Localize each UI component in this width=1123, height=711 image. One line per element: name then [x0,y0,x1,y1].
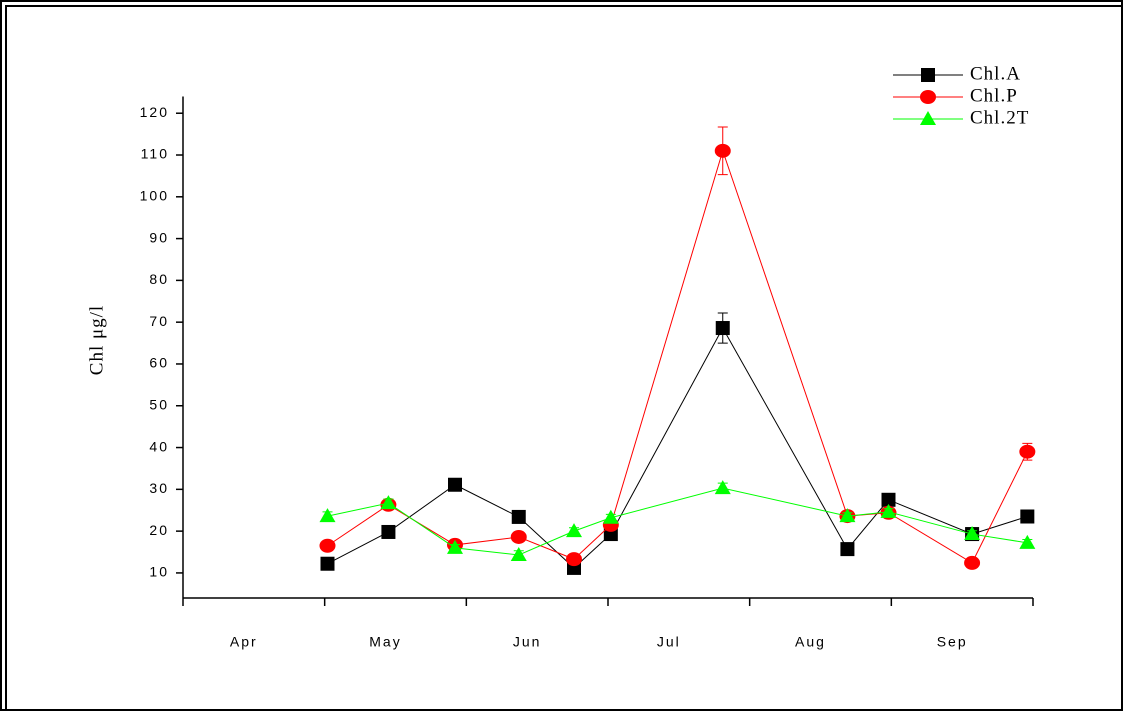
x-category-label: Apr [230,634,258,650]
marker-triangle [510,546,527,561]
marker-circle [510,529,527,544]
legend-marker [920,111,936,125]
marker-triangle [880,503,897,518]
y-tick-label: 20 [149,522,169,538]
marker-square [381,524,396,539]
y-tick-label: 120 [140,104,169,120]
x-category-label: Aug [795,634,826,650]
y-tick-label: 60 [149,355,169,371]
marker-square [881,492,896,507]
y-tick-label: 80 [149,271,169,287]
x-category-label: May [369,634,401,650]
y-tick-label: 40 [149,438,169,454]
inner-frame [5,5,1123,711]
marker-triangle [380,495,397,510]
legend-marker [920,90,936,104]
marker-square [715,321,730,336]
series-line [327,487,1028,556]
y-tick-label: 50 [149,396,169,412]
marker-triangle [714,480,731,495]
x-category-label: Jun [513,634,542,650]
y-tick-label: 110 [141,146,169,162]
marker-triangle [602,509,619,524]
marker-triangle [839,508,856,523]
marker-square [320,556,335,571]
marker-triangle [447,539,463,554]
y-tick-label: 10 [149,564,169,580]
marker-square [511,509,526,524]
y-tick-label: 70 [149,313,169,329]
y-axis-label: Chl μg/l [86,305,107,375]
marker-circle [1019,444,1036,459]
marker-triangle [319,508,336,523]
marker-square [1020,509,1035,524]
y-tick-label: 30 [149,480,169,496]
marker-circle [566,552,582,567]
marker-circle [714,143,731,158]
legend-label: Chl.2T [970,107,1029,128]
y-tick-label: 90 [149,229,169,245]
legend-marker [921,68,935,82]
marker-triangle [964,526,981,541]
x-category-label: Jul [657,634,681,650]
legend-label: Chl.P [970,85,1018,106]
x-category-label: Sep [937,634,968,650]
marker-circle [964,555,981,570]
legend-label: Chl.A [970,63,1021,84]
marker-triangle [566,523,582,538]
marker-square [840,542,855,557]
marker-circle [319,538,336,553]
marker-triangle [1019,534,1036,549]
y-tick-label: 100 [140,188,169,204]
marker-square [448,477,462,492]
